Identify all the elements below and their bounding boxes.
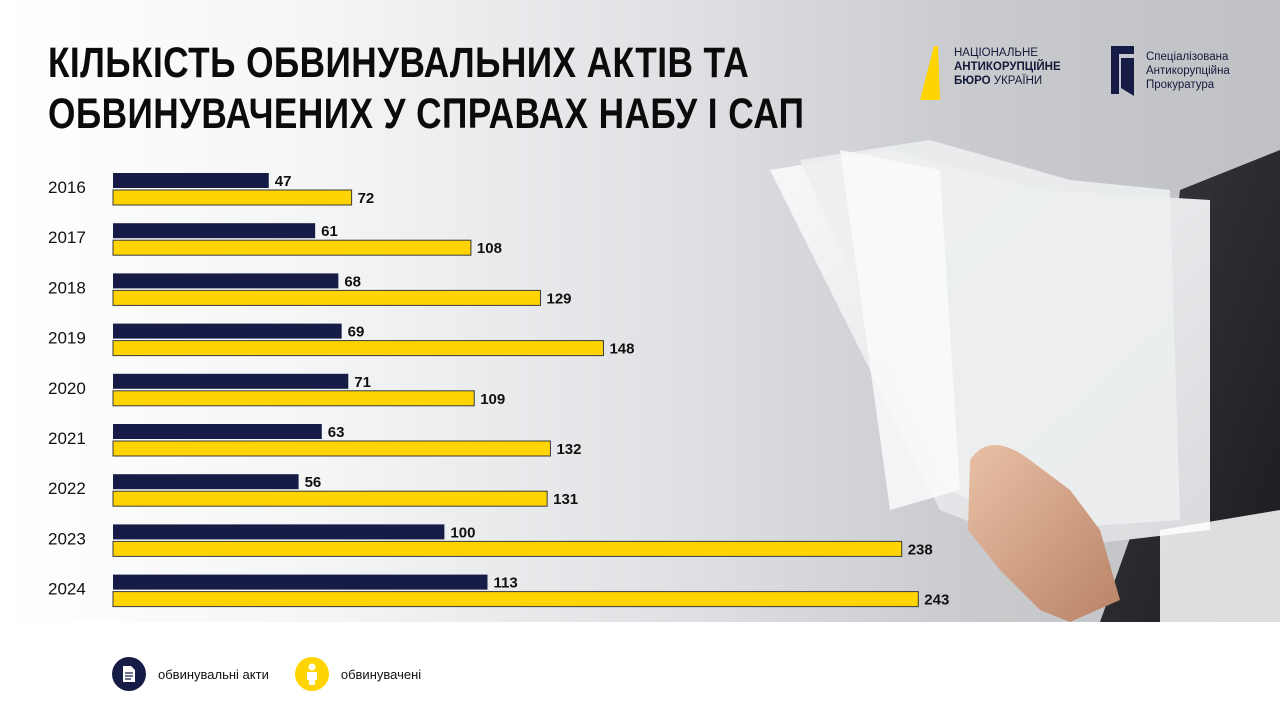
value-label-acts: 56 [305, 474, 322, 491]
year-label: 2020 [48, 379, 86, 398]
sap-line-1: Спеціалізована [1146, 51, 1229, 63]
value-label-acts: 47 [275, 173, 292, 190]
bar-accused [112, 390, 475, 407]
document-icon [123, 666, 135, 682]
value-label-acts: 69 [348, 324, 365, 341]
value-label-accused: 238 [908, 541, 933, 558]
year-label: 2017 [48, 228, 86, 247]
sap-line-3: Прокуратура [1146, 79, 1215, 91]
hands-papers-illustration [770, 140, 1280, 622]
value-label-accused: 108 [477, 240, 502, 257]
year-label: 2024 [48, 580, 86, 599]
title-line-1: Кількість обвинувальних актів та [48, 39, 750, 87]
value-label-acts: 68 [344, 273, 361, 290]
value-label-acts: 71 [354, 374, 371, 391]
page-title: Кількість обвинувальних актів та обвинув… [48, 38, 805, 140]
bar-accused [112, 591, 919, 608]
value-label-accused: 131 [553, 491, 578, 508]
nabu-line-3a: БЮРО [954, 75, 991, 87]
bar-acts [113, 323, 342, 339]
nabu-emblem-icon [920, 46, 940, 100]
value-label-accused: 109 [480, 391, 505, 408]
nabu-logo: НАЦІОНАЛЬНЕ АНТИКОРУПЦІЙНЕ БЮРО УКРАЇНИ [918, 44, 1068, 104]
legend-accused-marker [294, 657, 329, 691]
person-icon [306, 663, 317, 685]
value-label-acts: 61 [321, 223, 338, 240]
bar-accused [112, 239, 472, 256]
value-label-accused: 243 [924, 592, 949, 609]
year-label: 2021 [48, 429, 86, 448]
legend: обвинувальні акти обвинувачені [112, 656, 421, 692]
bar-acts [113, 173, 269, 188]
bar-accused [112, 189, 353, 206]
value-label-accused: 72 [358, 190, 375, 207]
bar-accused [112, 340, 604, 357]
bar-acts [113, 524, 445, 540]
nabu-line-3: БЮРО УКРАЇНИ [954, 74, 1061, 88]
value-label-acts: 100 [450, 524, 475, 541]
sap-line-2: Антикорупційна [1146, 65, 1230, 77]
title-line-2: обвинувачених у справах НАБУ і САП [48, 90, 805, 138]
value-label-acts: 63 [328, 424, 345, 441]
nabu-line-3b: УКРАЇНИ [993, 75, 1043, 87]
legend-acts-marker [112, 657, 146, 691]
bar-accused [112, 490, 548, 507]
bar-acts [113, 424, 322, 439]
nabu-line-1: НАЦІОНАЛЬНЕ [954, 47, 1038, 59]
sap-emblem-icon [1111, 46, 1134, 96]
year-label: 2022 [48, 479, 86, 498]
legend-acts-label: обвинувальні акти [158, 666, 269, 682]
legend-accused-label: обвинувачені [340, 666, 422, 682]
year-label: 2023 [48, 529, 86, 548]
bar-acts [113, 474, 299, 490]
bar-acts [113, 223, 316, 239]
bar-accused [112, 289, 542, 306]
bar-acts [113, 273, 339, 289]
bar-acts [113, 574, 488, 590]
value-label-acts: 113 [493, 575, 517, 592]
nabu-line-2: АНТИКОРУПЦІЙНЕ [954, 61, 1061, 73]
value-label-accused: 129 [547, 290, 572, 307]
year-label: 2019 [48, 329, 86, 348]
bar-accused [112, 540, 903, 557]
bar-chart: 2016 47 72 2017 61 108 2018 68 129 2019 69 148 2020 7… [48, 173, 949, 609]
value-label-accused: 132 [556, 441, 581, 458]
bar-acts [113, 373, 349, 389]
year-label: 2016 [48, 178, 86, 197]
bar-accused [112, 440, 551, 457]
sap-logo: Спеціалізована Антикорупційна Прокуратур… [1108, 44, 1258, 104]
value-label-accused: 148 [609, 341, 634, 358]
year-label: 2018 [48, 278, 86, 297]
background-panel: Кількість обвинувальних актів та обвинув… [0, 0, 1280, 622]
